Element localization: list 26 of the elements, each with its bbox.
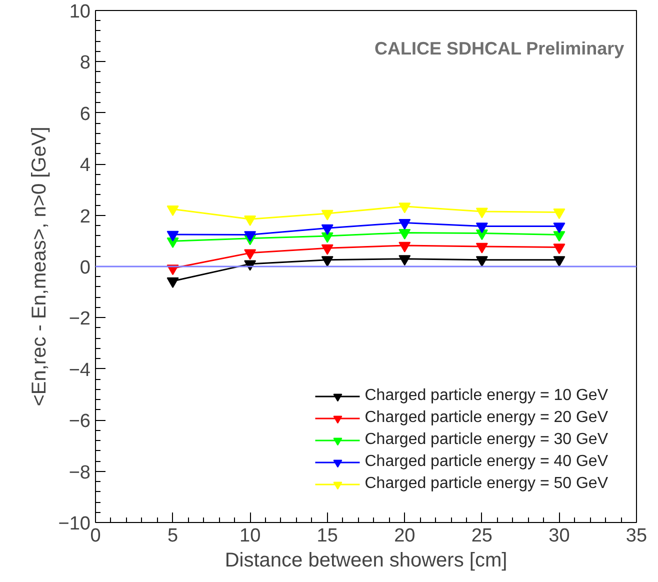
x-tick-label: 10 — [240, 526, 261, 546]
y-tick-label: 8 — [80, 52, 91, 74]
legend-label: Charged particle energy = 50 GeV — [364, 475, 608, 493]
annotation: CALICE SDHCAL Preliminary — [374, 38, 624, 58]
legend-label: Charged particle energy = 40 GeV — [364, 453, 608, 471]
y-tick-label: −2 — [68, 308, 91, 330]
y-tick-label: 10 — [69, 2, 91, 22]
y-tick-label: −6 — [68, 411, 91, 432]
y-axis-title: <En,rec - En,meas>, n>0 [GeV] — [28, 126, 50, 406]
x-tick-label: 25 — [471, 526, 492, 546]
y-tick-label: 0 — [80, 258, 91, 278]
y-tick-label: −10 — [58, 514, 91, 534]
y-tick-label: −4 — [68, 360, 91, 381]
x-tick-label: 30 — [548, 526, 570, 546]
legend-label: Charged particle energy = 10 GeV — [364, 387, 608, 405]
x-axis-title: Distance between showers [cm] — [224, 550, 508, 572]
y-tick-label: −8 — [68, 462, 91, 484]
x-tick-label: 20 — [394, 526, 416, 546]
y-tick-label: 4 — [80, 155, 91, 176]
legend-label: Charged particle energy = 20 GeV — [364, 409, 608, 427]
x-tick-label: 15 — [316, 526, 338, 546]
x-tick-label: 35 — [626, 526, 648, 546]
y-tick-label: 6 — [80, 104, 91, 125]
x-tick-label: 5 — [168, 526, 178, 546]
y-tick-label: 2 — [80, 206, 91, 228]
legend-label: Charged particle energy = 30 GeV — [364, 431, 608, 449]
